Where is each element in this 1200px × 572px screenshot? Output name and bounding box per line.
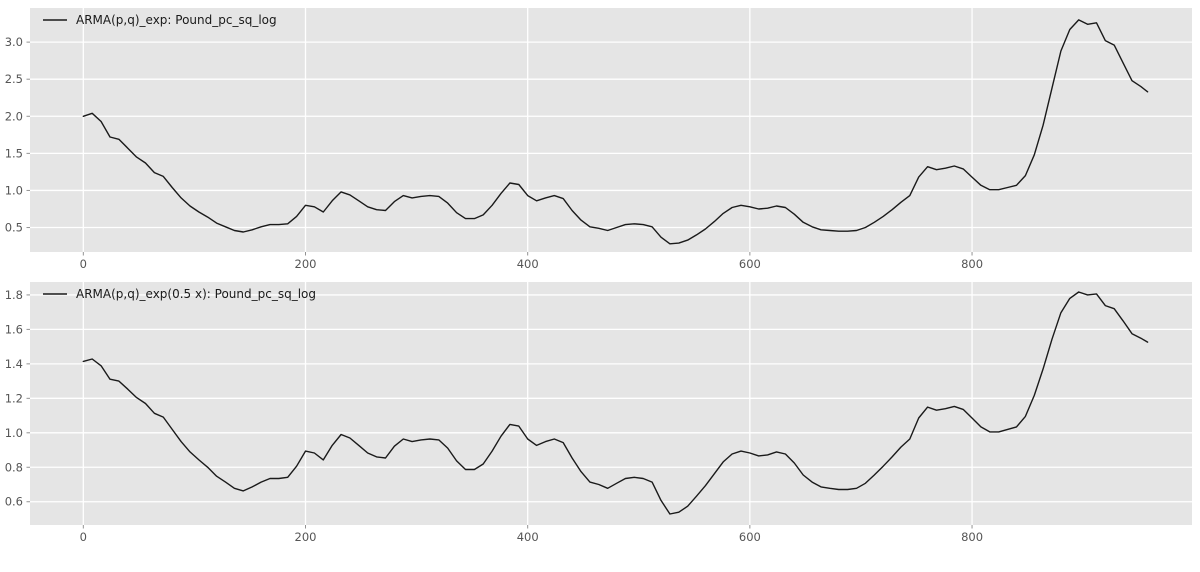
y-tick-label: 1.8 [5, 288, 23, 302]
legend-label: ARMA(p,q)_exp: Pound_pc_sq_log [76, 13, 277, 27]
y-tick-label: 1.4 [5, 357, 23, 371]
y-tick-label: 1.5 [5, 146, 23, 160]
legend-label: ARMA(p,q)_exp(0.5 x): Pound_pc_sq_log [76, 287, 316, 301]
y-tick-label: 2.0 [5, 109, 23, 123]
y-tick-label: 0.6 [5, 495, 23, 509]
x-tick-label: 200 [295, 257, 317, 271]
x-tick-label: 600 [739, 257, 761, 271]
subplot-bottom: 0 200 400 600 800 0.6 0.8 1.0 1.2 1.4 1.6 1.8 ARMA(p… [5, 282, 1192, 544]
axes-background [30, 282, 1192, 525]
y-tick-label: 1.0 [5, 426, 23, 440]
x-tick-label: 600 [739, 530, 761, 544]
x-tick-label: 400 [517, 257, 539, 271]
y-tick-label: 1.0 [5, 183, 23, 197]
x-tick-label: 0 [80, 530, 87, 544]
y-tick-label: 0.5 [5, 221, 23, 235]
x-tick-label: 800 [961, 530, 983, 544]
y-tick-label: 0.8 [5, 460, 23, 474]
y-tick-label: 2.5 [5, 72, 23, 86]
subplot-top: 0 200 400 600 800 0.5 1.0 1.5 2.0 2.5 3.0 ARMA(p,q)… [5, 8, 1192, 271]
y-tick-label: 1.6 [5, 322, 23, 336]
series-line [82, 19, 1149, 245]
x-tick-label: 400 [517, 530, 539, 544]
series-line [82, 291, 1149, 515]
y-tick-label: 1.2 [5, 391, 23, 405]
x-tick-label: 200 [295, 530, 317, 544]
x-tick-label: 800 [961, 257, 983, 271]
x-tick-label: 0 [80, 257, 87, 271]
axes-background [30, 8, 1192, 252]
y-tick-label: 3.0 [5, 35, 23, 49]
